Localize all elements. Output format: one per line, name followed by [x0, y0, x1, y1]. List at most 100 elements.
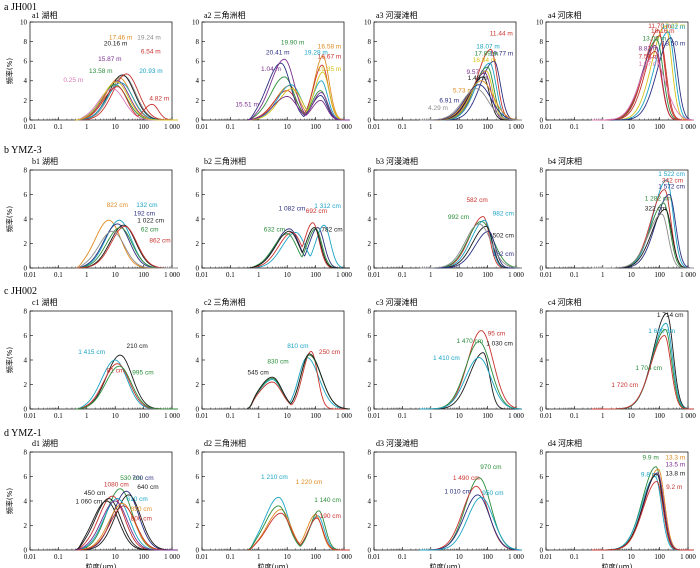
series-label-d4-4: 13.8 m: [665, 470, 685, 477]
series-line-d2-2: [247, 505, 350, 551]
y-tick-label-b4-4: 8: [540, 166, 544, 174]
x-tick-label-d1-5: 1 000: [164, 553, 180, 561]
series-line-c1-0: [75, 354, 178, 410]
y-tick-label-d4-3: 6: [540, 473, 544, 481]
y-tick-label-a3-1: 2: [368, 97, 372, 105]
x-tick-label-b3-2: 1: [429, 271, 433, 279]
x-tick-label-c3-3: 10: [456, 412, 464, 420]
x-tick-label-c3-0: 0.01: [368, 412, 381, 420]
x-tick-label-c1-0: 0.01: [24, 412, 37, 420]
y-tick-label-c1-4: 8: [24, 307, 28, 315]
series-label-d3-0: 970 cm: [480, 464, 501, 471]
series-label-d4-5: 9.2 m: [666, 484, 682, 491]
series-line-d1-1: [75, 490, 178, 551]
y-tick-label-b1-2: 4: [24, 215, 28, 223]
y-tick-label-d1-1: 2: [24, 522, 28, 530]
series-label-c2-1: 250 cm: [319, 349, 340, 356]
series-line-d1-9: [75, 500, 178, 551]
series-label-d1-4: 450 cm: [84, 490, 105, 497]
x-tick-label-c4-2: 1: [601, 412, 605, 420]
series-label-b4-4: 322 cm: [645, 205, 666, 212]
series-label-b4-0: 1 522 cm: [658, 171, 685, 178]
series-line-b4-0: [591, 179, 694, 269]
y-tick-label-d3-4: 8: [368, 448, 372, 456]
panel-b4: b4 河床相 0.01 0.1 1 10 100 1 000 0 2 4 6 8 1 522 cm342…: [540, 156, 697, 279]
series-label-a2-6: 19.35 m: [318, 66, 342, 73]
y-tick-label-d3-1: 2: [368, 522, 372, 530]
x-tick-label-c1-1: 0.1: [54, 412, 63, 420]
x-tick-label-b4-0: 0.01: [540, 271, 553, 279]
series-line-a2-6: [247, 71, 350, 121]
y-tick-label-d4-2: 4: [540, 497, 544, 505]
x-tick-label-c4-1: 0.1: [570, 412, 579, 420]
x-tick-label-a1-5: 1 000: [164, 123, 180, 131]
x-tick-label-c4-0: 0.01: [540, 412, 553, 420]
series-label-d3-1: 1 490 cm: [453, 475, 480, 482]
y-tick-label-b2-3: 6: [196, 191, 200, 199]
series-label-a1-8: 4.82 m: [149, 95, 169, 102]
series-line-c2-3: [247, 353, 350, 410]
series-label-b3-3: 502 cm: [493, 232, 514, 239]
x-tick-label-b3-1: 0.1: [398, 271, 407, 279]
series-line-a2-4: [247, 80, 350, 121]
x-tick-label-d3-0: 0.01: [368, 553, 381, 561]
x-tick-label-d2-1: 0.1: [226, 553, 235, 561]
x-tick-label-b1-5: 1 000: [164, 271, 180, 279]
panel-d2: d2 三角洲相 0.01 0.1 1 10 100 1 000 0 2 4 6 8 粒度(μm) 1 21…: [196, 438, 353, 568]
x-tick-label-c2-2: 1: [257, 412, 261, 420]
x-tick-label-c4-3: 10: [628, 412, 636, 420]
x-tick-label-c2-1: 0.1: [226, 412, 235, 420]
x-tick-label-a3-2: 1: [429, 123, 433, 131]
y-tick-label-d4-1: 2: [540, 522, 544, 530]
y-tick-label-d4-4: 8: [540, 448, 544, 456]
series-label-d4-1: 13.3 m: [665, 454, 685, 461]
x-tick-label-a3-1: 0.1: [398, 123, 407, 131]
series-line-a2-2: [247, 76, 350, 121]
y-tick-label-b3-0: 0: [368, 264, 372, 272]
x-tick-label-d1-1: 0.1: [54, 553, 63, 561]
series-line-a1-3: [75, 73, 178, 121]
x-tick-label-a4-3: 10: [628, 123, 636, 131]
x-tick-label-d4-0: 0.01: [540, 553, 553, 561]
x-tick-label-a4-2: 1: [601, 123, 605, 131]
y-tick-label-d3-3: 6: [368, 473, 372, 481]
x-tick-label-b1-0: 0.01: [24, 271, 37, 279]
x-tick-label-b1-1: 0.1: [54, 271, 63, 279]
series-label-d1-6: 610 cm: [127, 496, 148, 503]
panel-title-a4: a4 河床相: [548, 10, 582, 20]
series-label-c3-2: 1 030 cm: [486, 340, 513, 347]
series-label-a4-5: 18.50 m: [662, 41, 686, 48]
x-tick-label-a3-5: 1 000: [508, 123, 524, 131]
series-label-b1-3: 1 022 cm: [137, 218, 164, 225]
series-label-a2-0: 16.58 m: [318, 43, 342, 50]
row-label-0: a JH001: [4, 2, 37, 13]
x-tick-label-a4-1: 0.1: [570, 123, 579, 131]
plot-frame-a2: [201, 21, 345, 121]
y-tick-label-d1-3: 6: [24, 473, 28, 481]
y-tick-label-c2-2: 4: [196, 356, 200, 364]
series-label-d3-2: 1 010 cm: [444, 489, 471, 496]
y-tick-label-c3-3: 6: [368, 332, 372, 340]
x-tick-label-a1-2: 1: [85, 123, 89, 131]
panel-d3: d3 河漫滩相 0.01 0.1 1 10 100 1 000 0 2 4 6 8 粒度(μm) 970 …: [368, 438, 525, 568]
panel-title-a3: a3 河漫滩相: [376, 10, 418, 20]
series-label-b1-0: 822 cm: [107, 202, 128, 209]
series-label-a2-1: 16.67 m: [318, 53, 342, 60]
series-label-a1-6: 20.93 m: [139, 68, 163, 75]
x-tick-label-c2-4: 100: [310, 412, 321, 420]
x-tick-label-b1-2: 1: [85, 271, 89, 279]
series-line-c1-3: [75, 365, 178, 410]
x-tick-label-b1-4: 100: [138, 271, 149, 279]
y-tick-label-b3-2: 4: [368, 215, 372, 223]
series-label-b2-3: 632 cm: [264, 226, 285, 233]
y-tick-label-a1-2: 4: [24, 77, 28, 85]
series-label-c3-0: 95 cm: [488, 331, 506, 338]
series-line-b4-3: [591, 202, 694, 269]
series-label-d1-5: 1 060 cm: [75, 498, 102, 505]
x-tick-label-c2-3: 10: [284, 412, 292, 420]
series-line-d2-3: [247, 512, 350, 551]
series-label-d4-2: 13.5 m: [665, 462, 685, 469]
x-tick-label-b3-3: 10: [456, 271, 464, 279]
